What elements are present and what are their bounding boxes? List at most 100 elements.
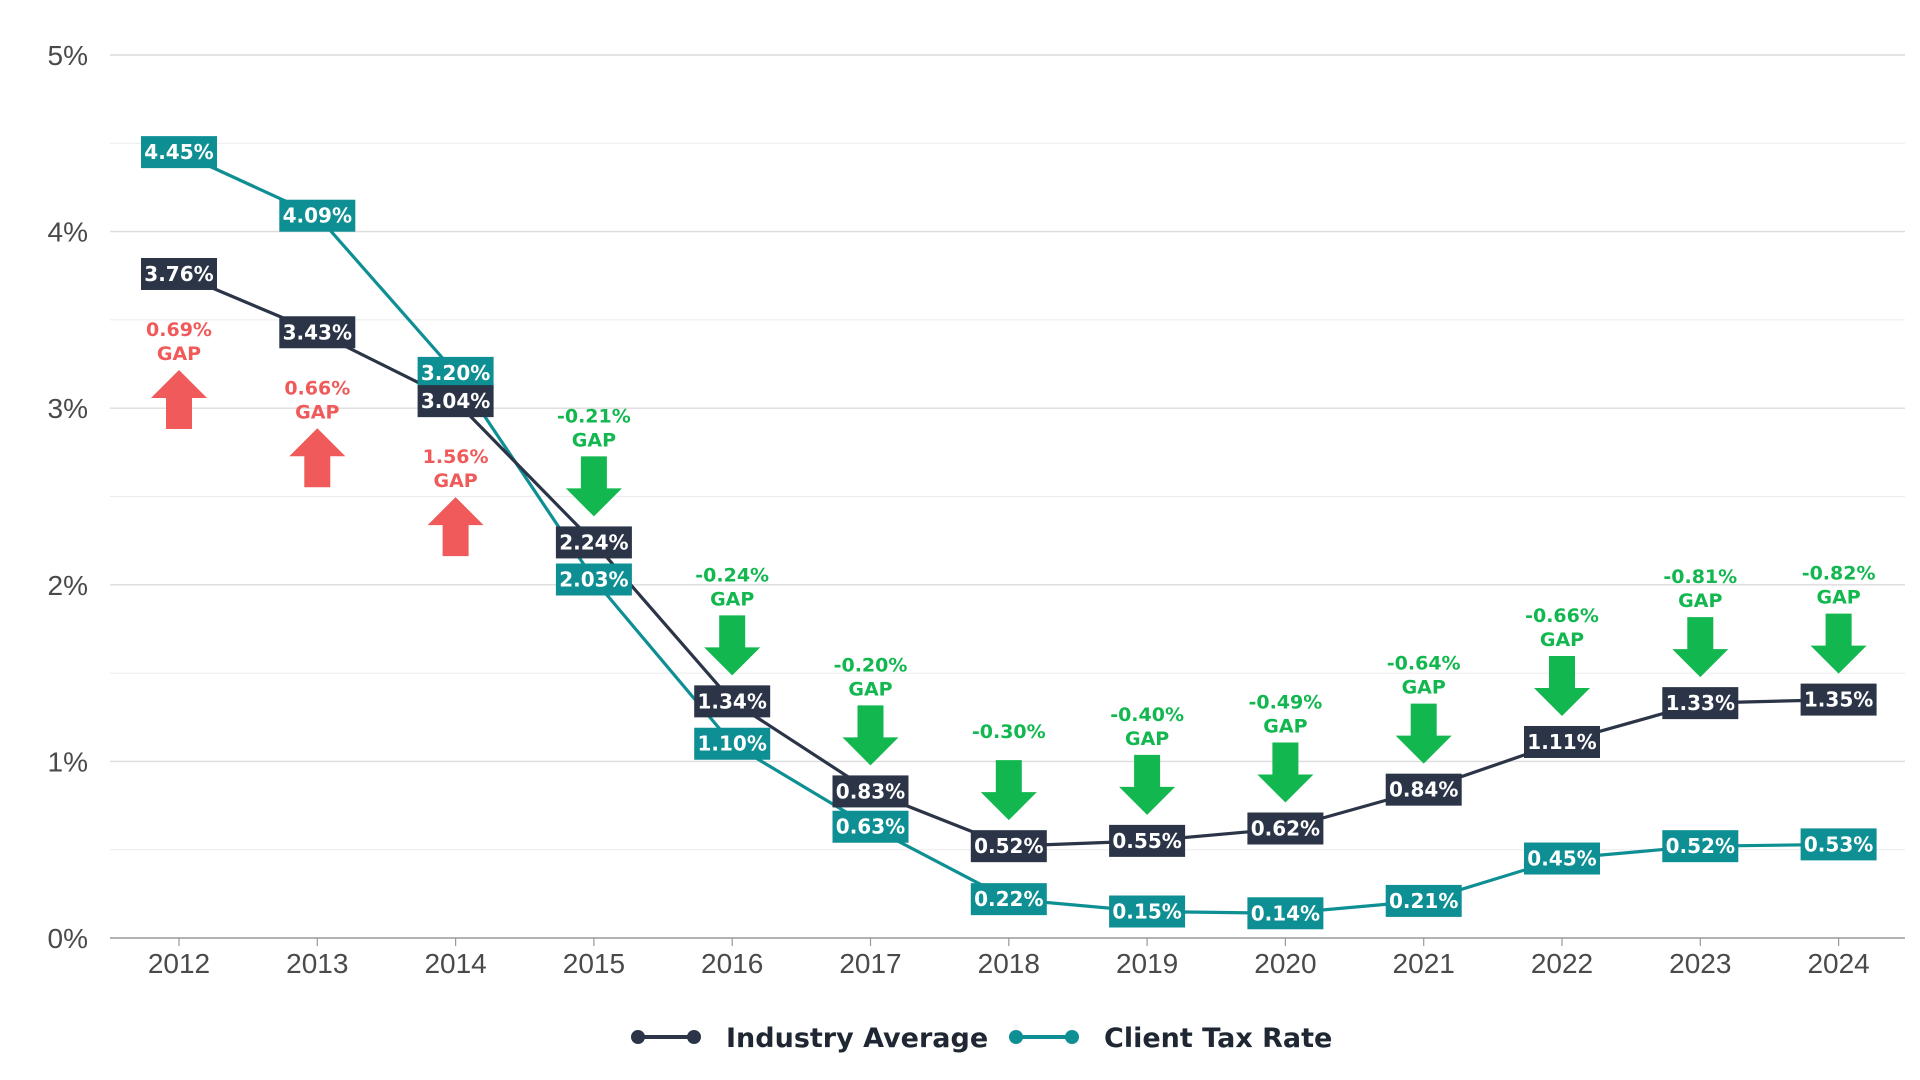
- gap-suffix-label: GAP: [572, 429, 616, 451]
- legend-marker: [687, 1030, 701, 1044]
- data-label-box: [1800, 683, 1877, 716]
- data-label-box: [417, 385, 494, 418]
- data-label-text: 0.52%: [1666, 834, 1735, 858]
- data-label-box: [279, 316, 356, 349]
- data-label-box: [279, 199, 356, 232]
- data-label-text: 0.15%: [1112, 900, 1181, 924]
- gap-annotation: 1.56%GAP: [423, 446, 489, 557]
- data-label-box: [694, 727, 771, 760]
- data-label-text: 3.76%: [144, 262, 213, 286]
- gap-annotation: 0.66%GAP: [284, 377, 350, 488]
- gap-annotations: 0.69%GAP0.66%GAP1.56%GAP-0.21%GAP-0.24%G…: [146, 319, 1876, 821]
- data-label-client-tax-rate: 0.15%: [1109, 895, 1186, 928]
- x-tick-label: 2013: [286, 948, 348, 979]
- data-label-text: 0.53%: [1804, 832, 1873, 856]
- y-tick-label: 0%: [48, 923, 88, 954]
- gap-value-label: -0.81%: [1663, 566, 1737, 588]
- gap-suffix-label: GAP: [1402, 677, 1446, 699]
- data-label-industry-average: 1.35%: [1800, 683, 1877, 716]
- gap-value-label: -0.40%: [1110, 704, 1184, 726]
- gap-annotation: -0.49%GAP: [1248, 692, 1322, 803]
- data-label-text: 1.33%: [1666, 691, 1735, 715]
- x-tick-label: 2012: [148, 948, 210, 979]
- data-label-text: 2.03%: [559, 568, 628, 592]
- data-label-text: 1.35%: [1804, 688, 1873, 712]
- data-label-text: 4.09%: [283, 204, 352, 228]
- data-label-box: [141, 136, 217, 169]
- gap-value-label: -0.82%: [1802, 563, 1876, 585]
- gap-value-label: -0.20%: [834, 654, 908, 676]
- data-label-industry-average: 1.33%: [1662, 687, 1739, 720]
- gap-suffix-label: GAP: [1678, 590, 1722, 612]
- gap-suffix-label: GAP: [1263, 716, 1307, 738]
- data-label-client-tax-rate: 0.53%: [1800, 828, 1877, 861]
- data-label-text: 0.14%: [1251, 901, 1320, 925]
- gap-annotation: -0.66%GAP: [1525, 605, 1599, 716]
- gap-value-label: 0.66%: [284, 377, 350, 399]
- data-label-client-tax-rate: 0.22%: [970, 883, 1047, 916]
- gap-suffix-label: GAP: [157, 343, 201, 365]
- arrow-down-icon: [1810, 613, 1867, 674]
- data-label-box: [1109, 824, 1186, 857]
- gap-suffix-label: GAP: [1540, 629, 1584, 651]
- gap-annotation: -0.82%GAP: [1802, 563, 1876, 674]
- grid-lines: [110, 54, 1905, 939]
- data-label-text: 0.62%: [1251, 817, 1320, 841]
- arrow-down-icon: [1534, 655, 1590, 716]
- arrow-down-icon: [842, 705, 899, 766]
- data-label-text: 0.55%: [1112, 829, 1181, 853]
- data-label-text: 3.04%: [421, 389, 490, 413]
- arrow-down-icon: [980, 760, 1037, 821]
- legend-marker: [631, 1030, 645, 1044]
- data-label-text: 0.22%: [974, 887, 1043, 911]
- x-tick-label: 2014: [424, 948, 486, 979]
- arrow-down-icon: [1257, 742, 1314, 803]
- arrow-up-icon: [427, 497, 484, 557]
- data-label-box: [417, 356, 494, 389]
- legend-label: Client Tax Rate: [1104, 1023, 1332, 1054]
- data-label-text: 3.43%: [283, 320, 352, 344]
- y-tick-label: 4%: [48, 217, 88, 248]
- legend-item-industry-average: Industry Average: [631, 1023, 988, 1054]
- data-label-text: 1.34%: [698, 689, 767, 713]
- legend-label: Industry Average: [726, 1023, 988, 1054]
- gap-value-label: -0.21%: [557, 405, 631, 427]
- gap-suffix-label: GAP: [1125, 728, 1169, 750]
- data-label-box: [1524, 725, 1600, 758]
- y-tick-label: 2%: [48, 570, 88, 601]
- arrow-down-icon: [1395, 703, 1452, 764]
- data-label-client-tax-rate: 4.45%: [141, 136, 217, 169]
- gap-suffix-label: GAP: [295, 401, 339, 423]
- data-label-text: 3.20%: [421, 361, 490, 385]
- y-axis: 0% 1% 2% 3% 4% 5%: [48, 40, 88, 954]
- gap-annotation: -0.64%GAP: [1387, 653, 1461, 764]
- data-label-box: [970, 830, 1047, 863]
- arrow-up-icon: [151, 369, 207, 429]
- gap-value-label: -0.24%: [695, 564, 769, 586]
- gap-annotation: 0.69%GAP: [146, 319, 212, 429]
- gap-suffix-label: GAP: [848, 678, 892, 700]
- data-label-industry-average: 0.52%: [970, 830, 1047, 863]
- arrow-down-icon: [1119, 754, 1176, 815]
- data-label-box: [1800, 828, 1877, 861]
- data-label-text: 1.11%: [1527, 730, 1596, 754]
- gap-annotation: -0.21%GAP: [557, 405, 631, 517]
- gap-value-label: -0.49%: [1248, 692, 1322, 714]
- data-label-industry-average: 1.34%: [694, 685, 771, 718]
- data-label-box: [555, 563, 632, 596]
- arrow-up-icon: [289, 428, 346, 488]
- arrow-down-icon: [565, 456, 622, 517]
- data-label-box: [1385, 773, 1462, 806]
- x-tick-label: 2020: [1254, 948, 1316, 979]
- legend-item-client-tax-rate: Client Tax Rate: [1009, 1023, 1332, 1054]
- data-label-client-tax-rate: 0.63%: [832, 810, 909, 843]
- data-label-box: [694, 685, 771, 718]
- data-label-box: [1662, 830, 1739, 863]
- x-tick-label: 2023: [1669, 948, 1731, 979]
- data-label-box: [970, 883, 1047, 916]
- data-label-industry-average: 3.76%: [141, 257, 217, 290]
- data-label-industry-average: 1.11%: [1524, 725, 1600, 758]
- x-tick-label: 2021: [1393, 948, 1455, 979]
- data-label-client-tax-rate: 0.52%: [1662, 830, 1739, 863]
- data-label-text: 0.21%: [1389, 889, 1458, 913]
